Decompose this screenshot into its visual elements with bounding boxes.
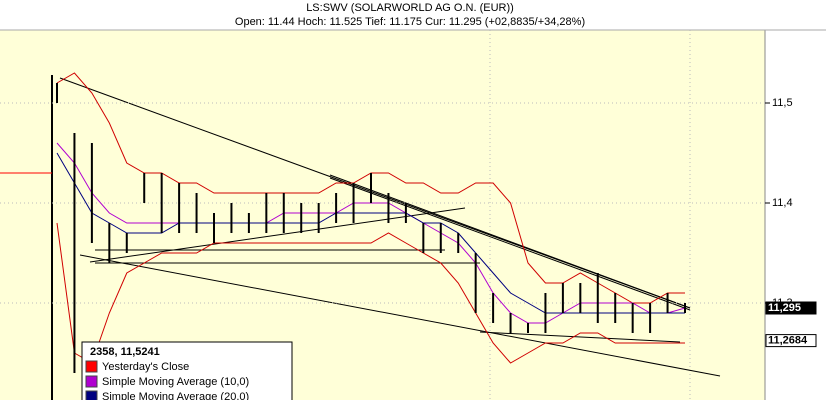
legend-swatch: [85, 360, 98, 373]
legend-box: [81, 341, 293, 400]
legend-label: Simple Moving Average (20,0): [102, 391, 249, 400]
y-tick-label: 11,4: [772, 197, 793, 209]
price-label-box: [765, 301, 817, 315]
price-label-box: [765, 334, 817, 348]
y-tick-label: 11,5: [772, 97, 793, 109]
chart-subtitle: Open: 11.44 Hoch: 11.525 Tief: 11.175 Cu…: [235, 16, 585, 28]
legend: 2358, 11,5241 Yesterday's Close Simple Mov…: [81, 341, 293, 400]
price-label: 11,295: [768, 302, 801, 314]
legend-swatch: [85, 375, 98, 388]
series-line: [56, 222, 685, 364]
plot-area: [0, 30, 765, 400]
chart-title: LS:SWV (SOLARWORLD AG O.N. (EUR)): [306, 2, 514, 14]
legend-swatch: [85, 390, 98, 400]
legend-label: Yesterday's Close: [102, 361, 189, 373]
price-label: 11,2684: [768, 335, 808, 347]
legend-title: 2358, 11,5241: [90, 346, 160, 358]
trendlines: [59, 77, 721, 377]
legend-label: Simple Moving Average (10,0): [102, 376, 249, 388]
